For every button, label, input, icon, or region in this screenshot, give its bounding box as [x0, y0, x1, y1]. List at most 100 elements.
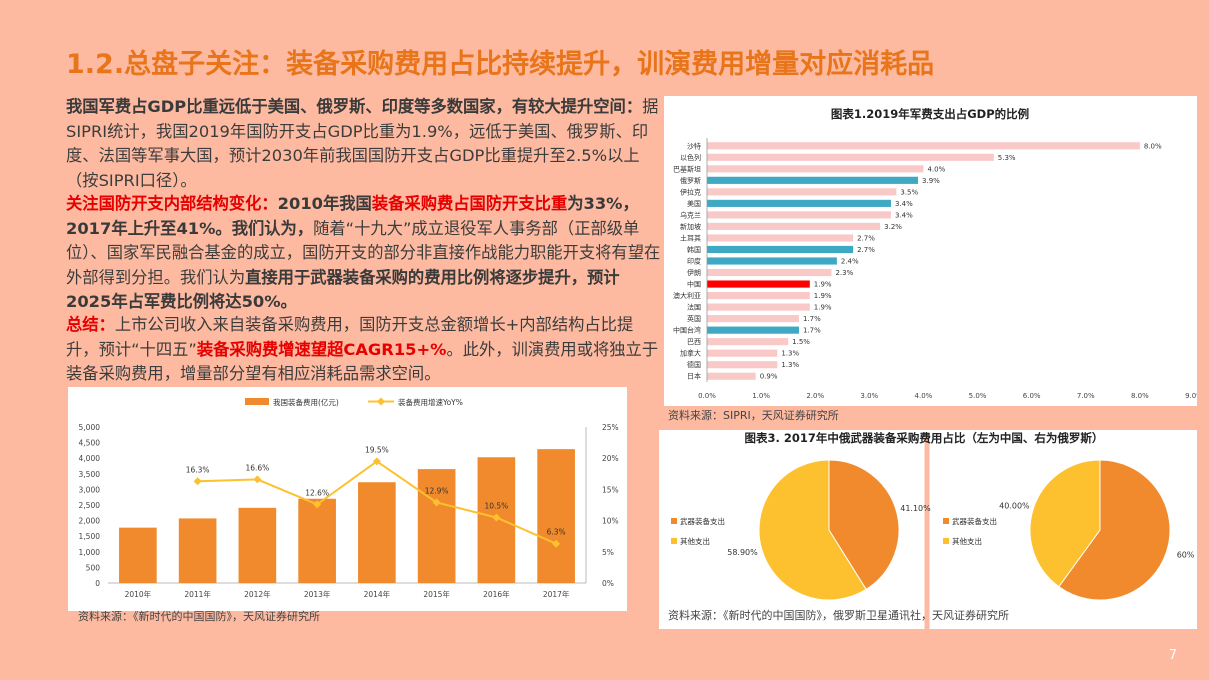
pie-slice: [1029, 459, 1101, 588]
pie-data-label: 41.10%: [900, 504, 931, 513]
hbar-x-tick-label: 4.0%: [915, 392, 933, 400]
hbar-bar: [707, 291, 810, 300]
hbar-value-label: 2.3%: [835, 269, 853, 277]
hbar-value-label: 1.9%: [814, 292, 832, 300]
hbar-category-label: 巴西: [687, 338, 701, 346]
hbar-bar: [707, 349, 778, 357]
hbar-bar: [707, 245, 854, 254]
hbar-value-label: 1.5%: [792, 338, 810, 346]
pie-legend-label: 其他支出: [952, 536, 982, 546]
paragraph-summary-red: 装备采购费增速望超CAGR15+%: [196, 339, 447, 359]
y-tick-label: 4,500: [79, 439, 101, 448]
paragraph-gdp: 我国军费占GDP比重远低于美国、俄罗斯、印度等多数国家，有较大提升空间：据SIP…: [66, 95, 661, 193]
pie-legend-swatch: [943, 538, 949, 544]
hbar-category-label: 法国: [687, 303, 701, 312]
hbar-bar: [707, 372, 756, 380]
bar: [178, 518, 217, 583]
hbar-bar: [707, 315, 799, 323]
legend-bar-label: 我国装备费用(亿元): [273, 397, 339, 407]
bar: [358, 482, 396, 583]
page-number: 7: [1168, 648, 1177, 663]
hbar-category-label: 中国: [687, 280, 701, 289]
hbar-bar: [707, 303, 810, 311]
pie-legend-swatch: [671, 518, 677, 524]
hbar-value-label: 5.3%: [998, 154, 1016, 162]
hbar-category-label: 乌克兰: [680, 210, 701, 219]
hbar-bar: [707, 234, 854, 242]
y-tick-label: 4,000: [79, 454, 101, 463]
paragraph-structure-bold-3: 直接用于武器装备采购的费用比例将逐步提升，预计2025年占军费比例将达50%。: [66, 267, 620, 312]
right-chart-source: 资料来源：SIPRI，天风证券研究所: [668, 409, 839, 422]
hbar-category-label: 巴基斯坦: [673, 164, 701, 173]
hbar-bar: [707, 257, 837, 265]
paragraph-structure: 关注国防开支内部结构变化：2010年我国装备采购费占国防开支比重为33%，201…: [66, 192, 661, 315]
x-tick-label: 2011年: [184, 589, 211, 599]
hbar-value-label: 2.7%: [857, 234, 875, 242]
hbar-bar: [707, 199, 891, 207]
hbar-category-label: 新加坡: [680, 222, 701, 231]
bar: [417, 469, 456, 583]
x-tick-label: 2015年: [423, 589, 450, 599]
hbar-value-label: 3.4%: [895, 211, 913, 219]
y2-tick-label: 0%: [602, 579, 614, 588]
equipment-cost-chart-panel: 5,000 4,500 4,000 3,500 3,000 2,500 2,000 1,500…: [68, 387, 627, 611]
legend-bar-swatch: [245, 398, 269, 405]
bar: [537, 449, 575, 583]
hbar-value-label: 3.2%: [884, 223, 902, 231]
hbar-category-label: 中国台湾: [673, 326, 701, 335]
hbar-value-label: 4.0%: [927, 165, 945, 173]
legend-line-label: 装备费用增速YoY%: [398, 397, 463, 407]
hbar-x-tick-label: 7.0%: [1077, 392, 1095, 400]
hbar-category-label: 日本: [687, 372, 701, 381]
pie-slice: [1058, 459, 1171, 601]
hbar-category-label: 土耳其: [680, 233, 701, 242]
x-tick-label: 2016年: [483, 589, 510, 599]
hbar-bar: [707, 268, 832, 277]
paragraph-gdp-bold: 我国军费占GDP比重远低于美国、俄罗斯、印度等多数国家，有较大提升空间：: [66, 97, 643, 116]
hbar-value-label: 1.9%: [814, 281, 832, 289]
pie-slice: [828, 459, 900, 591]
growth-data-label: 16.6%: [245, 463, 269, 472]
hbar-bar: [707, 326, 799, 334]
hbar-x-tick-label: 9.0%: [1185, 392, 1197, 400]
hbar-value-label: 8.0%: [1144, 142, 1162, 150]
gdp-ratio-chart-panel: 图表1.2019年军费支出占GDP的比例 沙特 8.0% 以色列 5.3% 巴基斯坦 4.0…: [664, 96, 1203, 406]
growth-data-label: 16.3%: [186, 465, 210, 474]
hbar-bar: [707, 165, 924, 173]
y-tick-label: 2,000: [79, 517, 101, 526]
hbar-x-tick-label: 0.0%: [698, 392, 716, 400]
bar: [238, 507, 277, 583]
paragraph-structure-text: 随着“十九大”成立退役军人事务部（正部级单位）、国家军民融合基金的成立，国防开支…: [66, 218, 661, 287]
hbar-value-label: 3.9%: [922, 177, 940, 185]
hbar-x-tick-label: 5.0%: [969, 392, 987, 400]
growth-point: [313, 500, 322, 509]
x-tick-label: 2017年: [543, 589, 570, 599]
growth-point: [432, 498, 441, 507]
hbar-category-label: 德国: [687, 360, 701, 369]
hbar-value-label: 2.7%: [857, 246, 875, 254]
y-tick-label: 3,000: [79, 485, 101, 494]
y2-tick-label: 15%: [602, 485, 619, 494]
hbar-category-label: 加拿大: [680, 349, 701, 358]
growth-point: [372, 457, 381, 466]
y-tick-label: 1,500: [79, 532, 101, 541]
y2-tick-label: 20%: [602, 454, 619, 463]
growth-data-label: 6.3%: [547, 528, 566, 537]
pie-legend-label: 其他支出: [680, 536, 710, 546]
hbar-x-tick-label: 3.0%: [860, 392, 878, 400]
paragraph-summary-text-1: 上市公司收入来自装备采购费用，国防开支总金额增长+内部结构占比提升，预计“十四五…: [66, 315, 634, 359]
pie-charts-panel: 图表3. 2017年中俄武器装备采购费用占比（左为中国、右为俄罗斯） 41.10%…: [659, 430, 1197, 629]
hbar-x-tick-label: 1.0%: [752, 392, 770, 400]
hbar-bar: [707, 211, 891, 219]
hbar-value-label: 2.4%: [841, 258, 859, 266]
bar: [119, 527, 157, 583]
hbar-chart-title: 图表1.2019年军费支出占GDP的比例: [831, 107, 1029, 121]
pie-charts: 图表3. 2017年中俄武器装备采购费用占比（左为中国、右为俄罗斯） 41.10%…: [671, 431, 1195, 629]
hbar-category-label: 美国: [687, 199, 701, 208]
hbar-category-label: 以色列: [680, 153, 701, 162]
growth-point: [253, 475, 262, 484]
paragraph-structure-bold-2: 为33%，2017年上升至41%。我们认为，: [66, 194, 639, 238]
hbar-value-label: 3.4%: [895, 200, 913, 208]
pie-chart-source: 资料来源：《新时代的中国国防》，俄罗斯卫星通讯社，天风证券研究所: [668, 609, 1009, 622]
